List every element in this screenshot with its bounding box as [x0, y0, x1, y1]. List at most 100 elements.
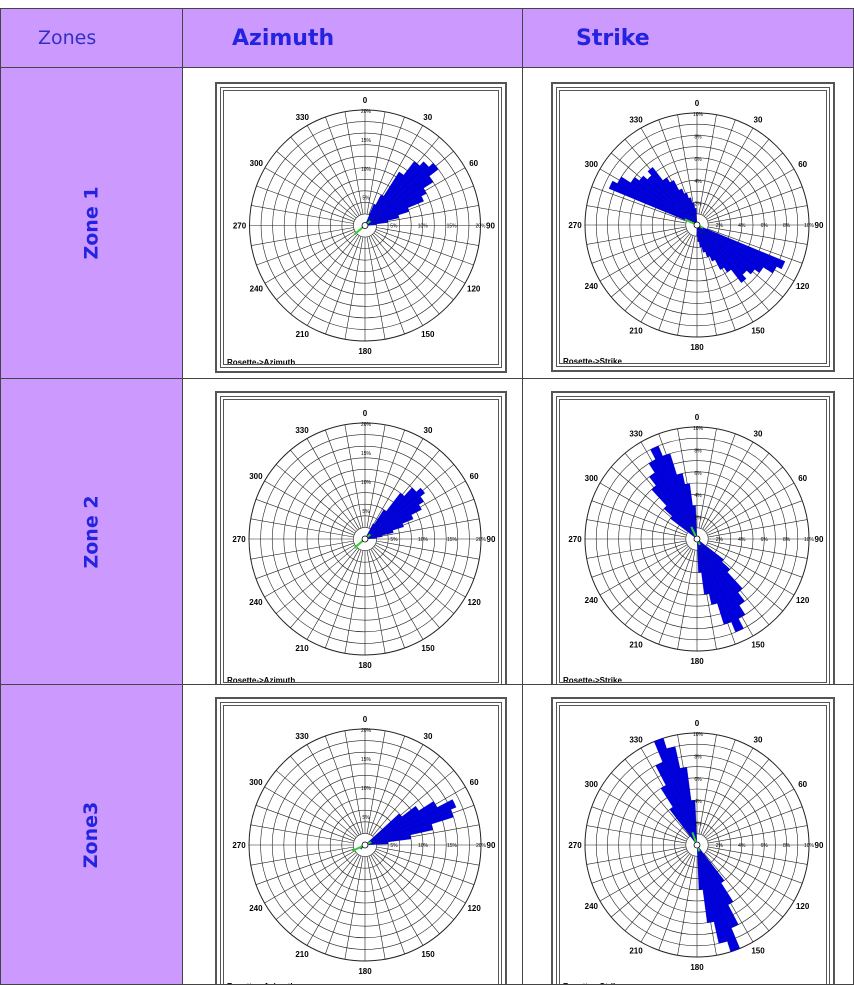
rose-petal [630, 177, 698, 226]
zone-1-strike-cell: 0 30 60 90 120 150 180 210 240 270 300 330 2% 2% 4% 4% 6… [523, 68, 854, 379]
radial-label: 20% [475, 224, 486, 230]
grid-ring [595, 743, 799, 947]
radial-label: 2% [716, 223, 724, 229]
rose-petal [364, 492, 405, 540]
angle-label: 240 [250, 284, 264, 293]
center-marker [693, 221, 701, 229]
grid-ring [618, 460, 776, 618]
grid-spoke [373, 852, 455, 920]
rose-petal [360, 538, 366, 544]
rose-petal [690, 800, 698, 846]
rose-petal [364, 801, 438, 846]
grid-spoke [325, 735, 362, 835]
grid-spoke [250, 540, 354, 560]
grid-spoke [275, 770, 357, 838]
rose-petal [696, 224, 786, 270]
grid-ring [353, 527, 377, 551]
grid-spoke [373, 232, 454, 300]
rose-petal [647, 167, 698, 226]
grid-ring [651, 799, 743, 891]
angle-label: 60 [470, 778, 479, 787]
grid-ring [353, 213, 377, 238]
mean-direction-line [684, 218, 704, 229]
radial-label: 8% [694, 754, 702, 760]
rose-petal [696, 538, 744, 633]
grid-spoke [370, 854, 424, 946]
rose-frame: 0 30 60 90 120 150 180 210 240 270 300 330 2% 2% 4% 4% 6… [551, 82, 835, 372]
radial-label: 6% [761, 223, 769, 229]
rose-petal [696, 224, 777, 274]
angle-label: 300 [249, 472, 263, 481]
angle-label: 240 [585, 596, 599, 605]
grid-spoke [658, 119, 694, 215]
rose-petal [696, 538, 746, 619]
angle-label: 30 [754, 735, 763, 744]
rose-petal [692, 505, 698, 540]
grid-ring [272, 132, 458, 319]
rose-petals [360, 799, 457, 850]
rose-petal [608, 180, 698, 226]
rose-petal [651, 485, 698, 540]
angle-label: 240 [249, 598, 263, 607]
rose-petal [696, 538, 745, 606]
rose-petal [364, 523, 375, 540]
rose-petal [678, 188, 698, 226]
grid-spoke [703, 233, 770, 311]
rose-petal [660, 785, 698, 846]
grid-spoke [599, 230, 688, 282]
grid-spoke [586, 540, 687, 559]
radial-label: 15% [447, 843, 458, 849]
radial-label: 5% [362, 509, 370, 515]
grid-spoke [325, 549, 362, 649]
grid-ring [283, 144, 447, 307]
radial-label: 8% [694, 448, 702, 454]
grid-spoke [591, 848, 687, 884]
rose-petal [669, 180, 698, 226]
zone-2-strike-cell: 0 30 60 90 120 150 180 210 240 270 300 330 2% 2% 4% 4% 6… [523, 379, 854, 685]
angle-label: 120 [796, 902, 810, 911]
rose-petal [364, 195, 424, 226]
grid-spoke [251, 227, 354, 246]
zone-1-label-cell: Zone 1 [0, 68, 183, 379]
grid-ring [685, 213, 709, 237]
rose-petal [364, 161, 430, 226]
grid-ring [640, 482, 754, 596]
grid-spoke [376, 205, 479, 224]
angle-label: 210 [296, 330, 310, 339]
grid-spoke [706, 544, 795, 596]
header-strike: Strike [523, 8, 854, 68]
rose-petal [364, 799, 457, 846]
center-marker [693, 535, 701, 543]
grid-spoke [640, 854, 692, 943]
radial-label: 2% [694, 516, 702, 522]
angle-label: 300 [249, 778, 263, 787]
rose-petal [696, 844, 739, 928]
grid-spoke [368, 236, 405, 335]
grid-spoke [658, 235, 694, 331]
rose-petal [364, 171, 404, 226]
grid-ring [674, 516, 720, 562]
grid-spoke [677, 235, 696, 336]
grid-ring [271, 751, 459, 939]
grid-ring [318, 492, 412, 586]
grid-spoke [624, 853, 691, 931]
rose-petal [364, 809, 454, 846]
rose-diagram-azimuth-zone-1: 0 30 60 90 120 150 180 210 240 270 300 330 5% 5% 10% 10… [227, 96, 495, 367]
angle-label: 270 [568, 535, 582, 544]
angle-label: 90 [487, 535, 496, 544]
grid-spoke [264, 167, 356, 220]
grid-spoke [702, 234, 754, 323]
grid-spoke [703, 853, 770, 931]
grid-spoke [707, 542, 803, 578]
angle-label: 0 [695, 719, 700, 728]
rose-petal [650, 445, 698, 540]
grid-spoke [599, 544, 688, 596]
rose-petal [364, 487, 426, 540]
rose-petal [655, 762, 698, 846]
radial-label: 2% [716, 843, 724, 849]
grid-ring [283, 763, 447, 927]
radial-label: 2% [716, 537, 724, 543]
angle-label: 240 [249, 904, 263, 913]
angle-label: 180 [358, 347, 372, 356]
grid-ring [306, 167, 424, 284]
